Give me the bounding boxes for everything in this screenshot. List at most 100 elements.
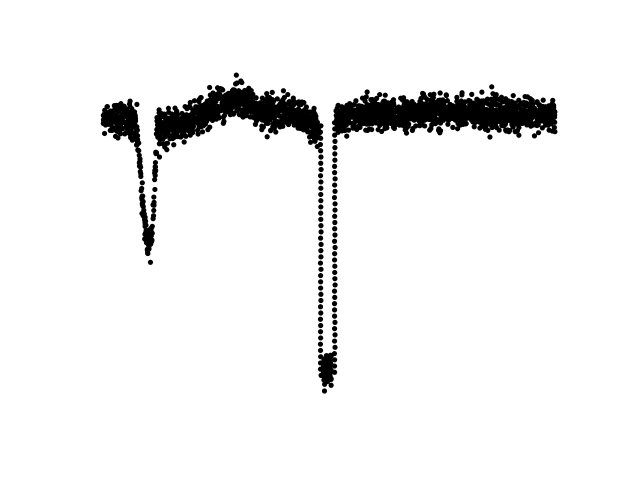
data-point	[474, 116, 480, 122]
data-point	[220, 87, 226, 93]
data-point	[467, 98, 473, 104]
data-point	[379, 128, 385, 135]
data-point	[473, 106, 479, 112]
data-point	[139, 180, 145, 186]
data-point	[488, 96, 494, 102]
data-point	[318, 148, 324, 154]
data-point	[164, 116, 170, 122]
data-point	[247, 114, 253, 120]
data-point	[332, 138, 338, 144]
data-point	[184, 114, 190, 121]
data-point	[268, 127, 274, 133]
data-point	[277, 124, 283, 130]
data-point	[496, 127, 502, 133]
data-point	[366, 111, 372, 117]
data-point	[332, 201, 338, 207]
data-point	[265, 120, 271, 127]
data-point	[176, 125, 182, 131]
data-point	[519, 100, 525, 106]
data-point	[147, 259, 154, 265]
data-point	[191, 98, 198, 104]
data-point	[497, 96, 503, 102]
data-point	[422, 117, 428, 123]
data-point	[236, 104, 242, 110]
data-point	[116, 123, 122, 129]
data-point	[138, 188, 144, 194]
data-point	[323, 354, 329, 360]
data-point	[371, 104, 377, 110]
data-point	[429, 109, 435, 115]
data-point	[172, 130, 178, 136]
data-point	[317, 141, 324, 148]
data-point	[161, 111, 167, 117]
data-point	[545, 116, 552, 123]
data-point	[317, 235, 324, 241]
data-point	[127, 98, 133, 104]
data-point	[307, 119, 314, 125]
data-point	[150, 213, 157, 219]
data-point	[199, 121, 206, 127]
data-point	[318, 198, 324, 204]
data-point	[510, 92, 516, 99]
data-point	[332, 357, 338, 363]
data-point	[422, 123, 428, 129]
data-point	[142, 236, 148, 242]
data-point	[438, 115, 444, 122]
data-point	[151, 194, 157, 200]
data-point	[528, 100, 534, 106]
data-point	[415, 104, 421, 110]
data-point	[417, 118, 423, 124]
data-point	[171, 142, 177, 148]
data-point	[269, 96, 276, 103]
data-point	[450, 124, 456, 130]
data-point	[318, 135, 324, 141]
data-point	[207, 84, 213, 91]
data-point	[140, 198, 146, 205]
data-point	[454, 94, 460, 100]
data-point	[246, 85, 252, 91]
data-point	[117, 115, 123, 121]
data-point	[332, 157, 338, 163]
data-point	[376, 115, 382, 121]
data-point	[179, 117, 185, 123]
data-point	[332, 176, 338, 182]
data-point	[444, 98, 450, 104]
data-point	[399, 118, 405, 124]
data-point	[405, 121, 412, 128]
data-point	[240, 108, 246, 115]
data-point	[396, 104, 402, 110]
data-point	[140, 213, 146, 219]
data-point	[215, 110, 221, 116]
data-point	[301, 117, 307, 123]
data-point	[534, 99, 540, 106]
data-point	[537, 106, 543, 112]
data-point	[318, 248, 324, 254]
data-point	[460, 105, 466, 111]
data-points	[100, 72, 558, 394]
data-point	[220, 120, 226, 126]
data-point	[436, 109, 442, 115]
data-point	[164, 140, 171, 146]
data-point	[123, 113, 129, 119]
data-point	[109, 114, 115, 120]
data-point	[135, 147, 141, 154]
data-point	[512, 129, 518, 135]
data-point	[474, 96, 480, 102]
data-point	[321, 366, 328, 373]
data-point	[366, 105, 372, 112]
data-point	[290, 115, 297, 121]
data-point	[454, 107, 460, 113]
data-point	[248, 109, 254, 115]
data-point	[322, 371, 329, 378]
data-point	[317, 316, 324, 322]
data-point	[466, 110, 472, 116]
data-point	[156, 141, 162, 147]
data-point	[134, 101, 140, 107]
data-point	[332, 332, 338, 338]
data-point	[332, 226, 338, 232]
data-point	[151, 199, 157, 205]
data-point	[206, 101, 212, 107]
data-point	[318, 204, 324, 210]
data-point	[409, 98, 415, 105]
data-point	[318, 272, 324, 279]
